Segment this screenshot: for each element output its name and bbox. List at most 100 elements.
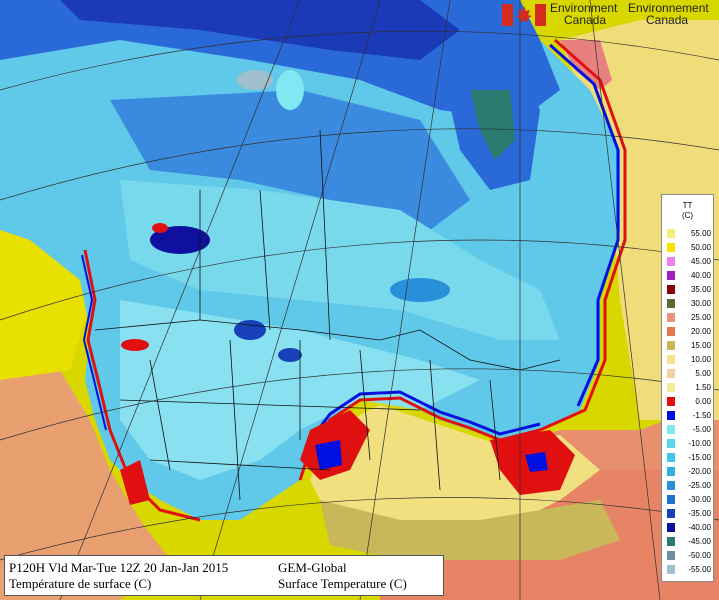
political-borders bbox=[94, 129, 561, 501]
legend-item: 55.00 bbox=[667, 229, 711, 239]
legend-item: 15.00 bbox=[667, 341, 711, 351]
legend-item: 1.50 bbox=[667, 383, 711, 393]
legend-swatch bbox=[667, 257, 675, 267]
legend-label: -55.00 bbox=[688, 565, 711, 574]
legend-swatch bbox=[667, 369, 675, 379]
legend-item: 40.00 bbox=[667, 271, 711, 281]
pacific-cold-line bbox=[81, 254, 107, 431]
north-light-blob bbox=[276, 70, 304, 110]
legend-item: 30.00 bbox=[667, 299, 711, 309]
legend-item: -25.00 bbox=[667, 481, 711, 491]
legend-label: -10.00 bbox=[688, 439, 711, 448]
legend-item: 35.00 bbox=[667, 285, 711, 295]
nw-light-blob bbox=[237, 70, 273, 90]
legend-swatch bbox=[667, 509, 675, 519]
prairie-cold-blob bbox=[150, 226, 210, 254]
legend-label: 1.50 bbox=[695, 383, 711, 392]
legend-label: -1.50 bbox=[692, 411, 711, 420]
legend-swatch bbox=[667, 411, 675, 421]
legend-swatch bbox=[667, 495, 675, 505]
legend-label: -5.00 bbox=[692, 425, 711, 434]
field-name-fr: Température de surface (C) bbox=[9, 576, 152, 591]
legend-swatch bbox=[667, 271, 675, 281]
legend-label: -35.00 bbox=[688, 509, 711, 518]
rockies-blue-blob bbox=[234, 320, 266, 340]
legend-label: -40.00 bbox=[688, 523, 711, 532]
legend-label: 15.00 bbox=[690, 341, 711, 350]
agency-name-en: Environment Canada bbox=[550, 1, 618, 27]
legend-swatch bbox=[667, 397, 675, 407]
legend-item: -5.00 bbox=[667, 425, 711, 435]
legend-label: 0.00 bbox=[695, 397, 711, 406]
legend-label: -45.00 bbox=[688, 537, 711, 546]
legend-item: -40.00 bbox=[667, 523, 711, 533]
pacific-freezing-line bbox=[83, 249, 201, 522]
hudson-teal-region bbox=[470, 90, 515, 160]
mid-blue-region bbox=[110, 90, 470, 230]
legend-swatch bbox=[667, 285, 675, 295]
plains-blue-blob bbox=[278, 348, 302, 362]
legend-item: 20.00 bbox=[667, 327, 711, 337]
temperature-legend: TT (C) 55.00 50.00 45.00 40.00 35.00 30.00 25.… bbox=[661, 194, 714, 582]
gulf-olive-zone bbox=[320, 500, 620, 560]
prairie-red-blob bbox=[152, 223, 168, 233]
legend-label: 45.00 bbox=[690, 257, 711, 266]
legend-unit: (C) bbox=[681, 211, 694, 220]
field-name-en: Surface Temperature (C) bbox=[278, 576, 407, 591]
legend-swatch bbox=[667, 537, 675, 547]
southern-warm-zone bbox=[310, 405, 600, 540]
legend-item: -35.00 bbox=[667, 509, 711, 519]
legend-label: -15.00 bbox=[688, 453, 711, 462]
agency-name-fr: Environnement Canada bbox=[628, 1, 709, 27]
legend-swatch bbox=[667, 229, 675, 239]
legend-label: -30.00 bbox=[688, 495, 711, 504]
legend-item: -20.00 bbox=[667, 467, 711, 477]
legend-swatch bbox=[667, 313, 675, 323]
legend-swatch bbox=[667, 327, 675, 337]
legend-label: 25.00 bbox=[690, 313, 711, 322]
legend-label: 30.00 bbox=[690, 299, 711, 308]
legend-swatch bbox=[667, 341, 675, 351]
legend-item: -10.00 bbox=[667, 439, 711, 449]
legend-label: -50.00 bbox=[688, 551, 711, 560]
legend-item: -45.00 bbox=[667, 537, 711, 547]
southeast-blue-patch bbox=[525, 452, 548, 472]
legend-item: -50.00 bbox=[667, 551, 711, 561]
legend-swatch bbox=[667, 481, 675, 491]
legend-label: 20.00 bbox=[690, 327, 711, 336]
forecast-info-box: P120H Vld Mar-Tue 12Z 20 Jan-Jan 2015 GE… bbox=[4, 555, 444, 596]
great-lakes-blue-blob bbox=[390, 278, 450, 302]
legend-title: TT bbox=[682, 201, 693, 210]
agency-logo: Environment Canada Environnement Canada bbox=[500, 0, 719, 30]
legend-swatch bbox=[667, 467, 675, 477]
legend-swatch bbox=[667, 299, 675, 309]
model-name: GEM-Global bbox=[278, 560, 347, 575]
legend-item: -30.00 bbox=[667, 495, 711, 505]
legend-swatch bbox=[667, 383, 675, 393]
canada-flag-icon bbox=[502, 4, 546, 26]
legend-swatch bbox=[667, 523, 675, 533]
west-red-blob bbox=[121, 339, 149, 351]
arctic-deep-band bbox=[60, 0, 460, 60]
legend-item: 45.00 bbox=[667, 257, 711, 267]
legend-item: 5.00 bbox=[667, 369, 711, 379]
legend-label: 35.00 bbox=[690, 285, 711, 294]
canada-cyan-region bbox=[120, 180, 560, 340]
texas-blue-patch bbox=[315, 440, 342, 470]
desert-red-patch bbox=[120, 460, 150, 505]
legend-item: 50.00 bbox=[667, 243, 711, 253]
legend-item: -15.00 bbox=[667, 453, 711, 463]
legend-label: -20.00 bbox=[688, 467, 711, 476]
legend-item: 25.00 bbox=[667, 313, 711, 323]
legend-label: 10.00 bbox=[690, 355, 711, 364]
legend-swatch bbox=[667, 565, 675, 575]
legend-label: 55.00 bbox=[690, 229, 711, 238]
legend-item: 10.00 bbox=[667, 355, 711, 365]
legend-swatch bbox=[667, 551, 675, 561]
legend-label: 40.00 bbox=[690, 271, 711, 280]
legend-swatch bbox=[667, 425, 675, 435]
legend-item: -1.50 bbox=[667, 411, 711, 421]
legend-label: 50.00 bbox=[690, 243, 711, 252]
